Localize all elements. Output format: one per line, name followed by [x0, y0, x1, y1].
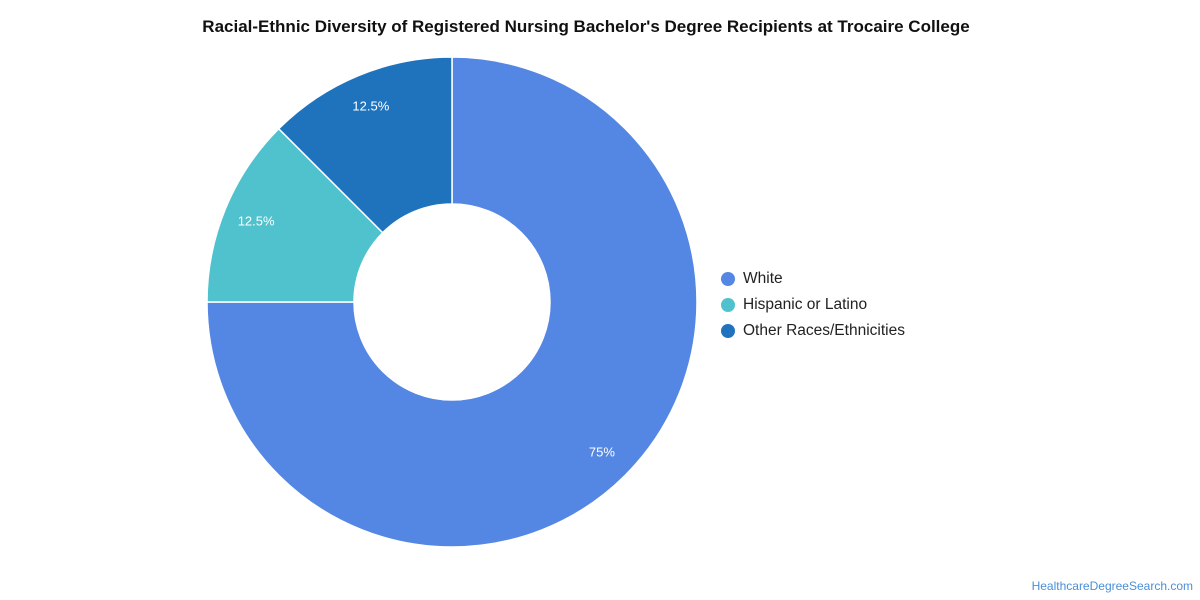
chart-legend: White Hispanic or Latino Other Races/Ethni… [721, 266, 905, 344]
legend-item[interactable]: Hispanic or Latino [721, 292, 905, 318]
slice-other-races-ethnicities[interactable] [277, 56, 453, 234]
legend-swatch [721, 324, 735, 338]
slice-white[interactable] [206, 56, 698, 548]
slice-value-label: 12.5% [352, 99, 389, 114]
legend-label: Hispanic or Latino [743, 296, 868, 313]
slice-hispanic-or-latino[interactable] [206, 127, 384, 303]
legend-item[interactable]: White [721, 266, 905, 292]
slice-value-label: 12.5% [238, 213, 275, 228]
slice-value-label: 75% [589, 444, 615, 459]
legend-swatch [721, 298, 735, 312]
chart-title: Racial-Ethnic Diversity of Registered Nu… [202, 17, 970, 36]
legend-label: Other Races/Ethnicities [743, 322, 905, 339]
legend-item[interactable]: Other Races/Ethnicities [721, 318, 905, 344]
source-credit: HealthcareDegreeSearch.com [1031, 579, 1193, 593]
legend-swatch [721, 272, 735, 286]
legend-label: White [743, 270, 783, 287]
